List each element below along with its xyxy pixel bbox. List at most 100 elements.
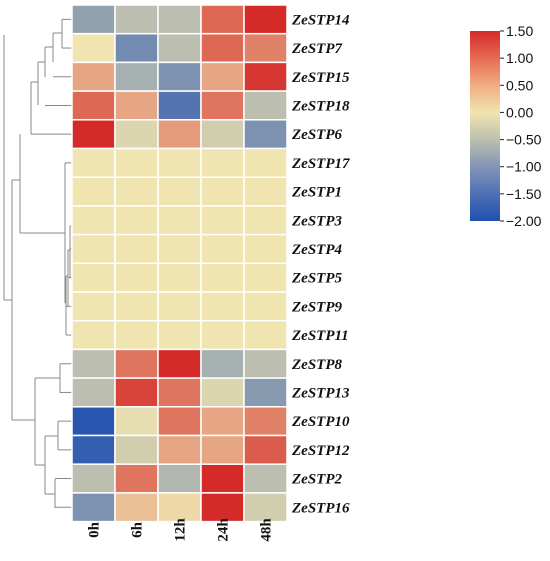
heatmap-cell <box>243 4 288 35</box>
heatmap-cells <box>71 4 288 523</box>
heatmap-cell <box>71 319 116 351</box>
heatmap-cell <box>114 319 159 351</box>
heatmap-cell <box>71 463 116 494</box>
heatmap-cell <box>243 147 288 178</box>
heatmap-cell <box>114 434 159 465</box>
heatmap-cell <box>243 119 288 150</box>
heatmap-cell <box>200 377 245 408</box>
heatmap-cell <box>157 348 202 379</box>
colorbar-tick-label: −2.00 <box>506 213 542 229</box>
heatmap-cell <box>114 348 159 379</box>
heatmap-cell <box>71 406 116 437</box>
heatmap-cell <box>71 61 116 92</box>
heatmap-cell <box>157 233 202 265</box>
colorbar-gradient <box>470 31 500 221</box>
heatmap-cell <box>157 406 202 437</box>
heatmap-cell <box>114 4 159 35</box>
row-label: ZeSTP2 <box>291 472 342 488</box>
row-label: ZeSTP5 <box>291 271 342 287</box>
heatmap-cell <box>200 291 245 322</box>
heatmap-cell <box>200 319 245 351</box>
heatmap-cell <box>200 90 245 121</box>
heatmap-cell <box>157 434 202 465</box>
heatmap-cell <box>157 319 202 351</box>
column-label: 48h <box>259 518 275 542</box>
heatmap-cell <box>71 119 116 150</box>
row-label: ZeSTP18 <box>291 98 350 114</box>
heatmap-cell <box>157 492 202 523</box>
heatmap-cell <box>71 377 116 408</box>
heatmap-cell <box>243 319 288 351</box>
heatmap-cell <box>114 32 159 64</box>
row-label: ZeSTP13 <box>291 385 350 401</box>
heatmap-cell <box>71 434 116 465</box>
row-label: ZeSTP17 <box>291 156 350 172</box>
row-label: ZeSTP16 <box>291 500 350 516</box>
row-label: ZeSTP4 <box>291 242 342 258</box>
row-label: ZeSTP12 <box>291 443 350 459</box>
heatmap-cell <box>200 32 245 64</box>
colorbar-tick-label: −0.50 <box>506 132 542 148</box>
heatmap-cell <box>200 4 245 35</box>
colorbar-tick-label: 0.50 <box>506 77 533 93</box>
heatmap-cell <box>200 119 245 150</box>
heatmap-cell <box>157 61 202 92</box>
row-label: ZeSTP11 <box>291 328 349 344</box>
column-label: 12h <box>173 518 189 542</box>
column-label: 6h <box>130 521 146 538</box>
colorbar-tick-label: −1.00 <box>506 159 542 175</box>
heatmap-cell <box>71 205 116 236</box>
row-labels: ZeSTP14 ZeSTP7 ZeSTP15 ZeSTP18 ZeSTP6 ZeSTP17… <box>291 12 350 516</box>
row-label: ZeSTP1 <box>291 185 342 201</box>
heatmap-cell <box>243 262 288 293</box>
heatmap-cell <box>200 406 245 437</box>
heatmap-cell <box>157 463 202 494</box>
heatmap-cell <box>114 262 159 293</box>
heatmap-cell <box>200 205 245 236</box>
heatmap-cell <box>114 119 159 150</box>
heatmap-cell <box>114 233 159 265</box>
heatmap-cell <box>114 61 159 92</box>
heatmap-cell <box>114 176 159 207</box>
colorbar <box>470 31 500 221</box>
heatmap-cell <box>157 90 202 121</box>
heatmap-cell <box>157 377 202 408</box>
heatmap-cell <box>200 262 245 293</box>
heatmap-cell <box>243 463 288 494</box>
heatmap-cell <box>157 147 202 178</box>
heatmap-cell <box>243 291 288 322</box>
heatmap-cell <box>71 32 116 64</box>
heatmap-cell <box>157 262 202 293</box>
heatmap-cell <box>243 32 288 64</box>
column-label: 0h <box>87 521 103 538</box>
heatmap-cell <box>200 61 245 92</box>
heatmap-cell <box>114 147 159 178</box>
heatmap-cell <box>114 492 159 523</box>
heatmap-cell <box>243 176 288 207</box>
heatmap-cell <box>243 233 288 265</box>
heatmap-cell <box>157 32 202 64</box>
heatmap-cell <box>243 205 288 236</box>
heatmap-cell <box>71 348 116 379</box>
heatmap-cell <box>114 377 159 408</box>
heatmap-cell <box>71 4 116 35</box>
heatmap-cell <box>200 463 245 494</box>
heatmap-cell <box>200 233 245 265</box>
heatmap-cell <box>157 4 202 35</box>
heatmap-cell <box>200 348 245 379</box>
column-labels: 0h 6h 12h 24h 48h <box>87 518 275 542</box>
column-label: 24h <box>216 518 232 542</box>
colorbar-tick-label: −1.50 <box>506 186 542 202</box>
heatmap-cell <box>114 463 159 494</box>
heatmap-cell <box>114 90 159 121</box>
heatmap-cell <box>114 205 159 236</box>
heatmap-cell <box>243 492 288 523</box>
row-label: ZeSTP7 <box>291 41 342 57</box>
row-label: ZeSTP8 <box>291 357 342 373</box>
colorbar-ticks: 1.50 1.00 0.50 0.00 −0.50 −1.00 −1.50 −2.00 <box>500 23 542 229</box>
heatmap-cell <box>71 90 116 121</box>
row-label: ZeSTP15 <box>291 70 350 86</box>
heatmap-cell <box>243 434 288 465</box>
heatmap-cell <box>114 406 159 437</box>
